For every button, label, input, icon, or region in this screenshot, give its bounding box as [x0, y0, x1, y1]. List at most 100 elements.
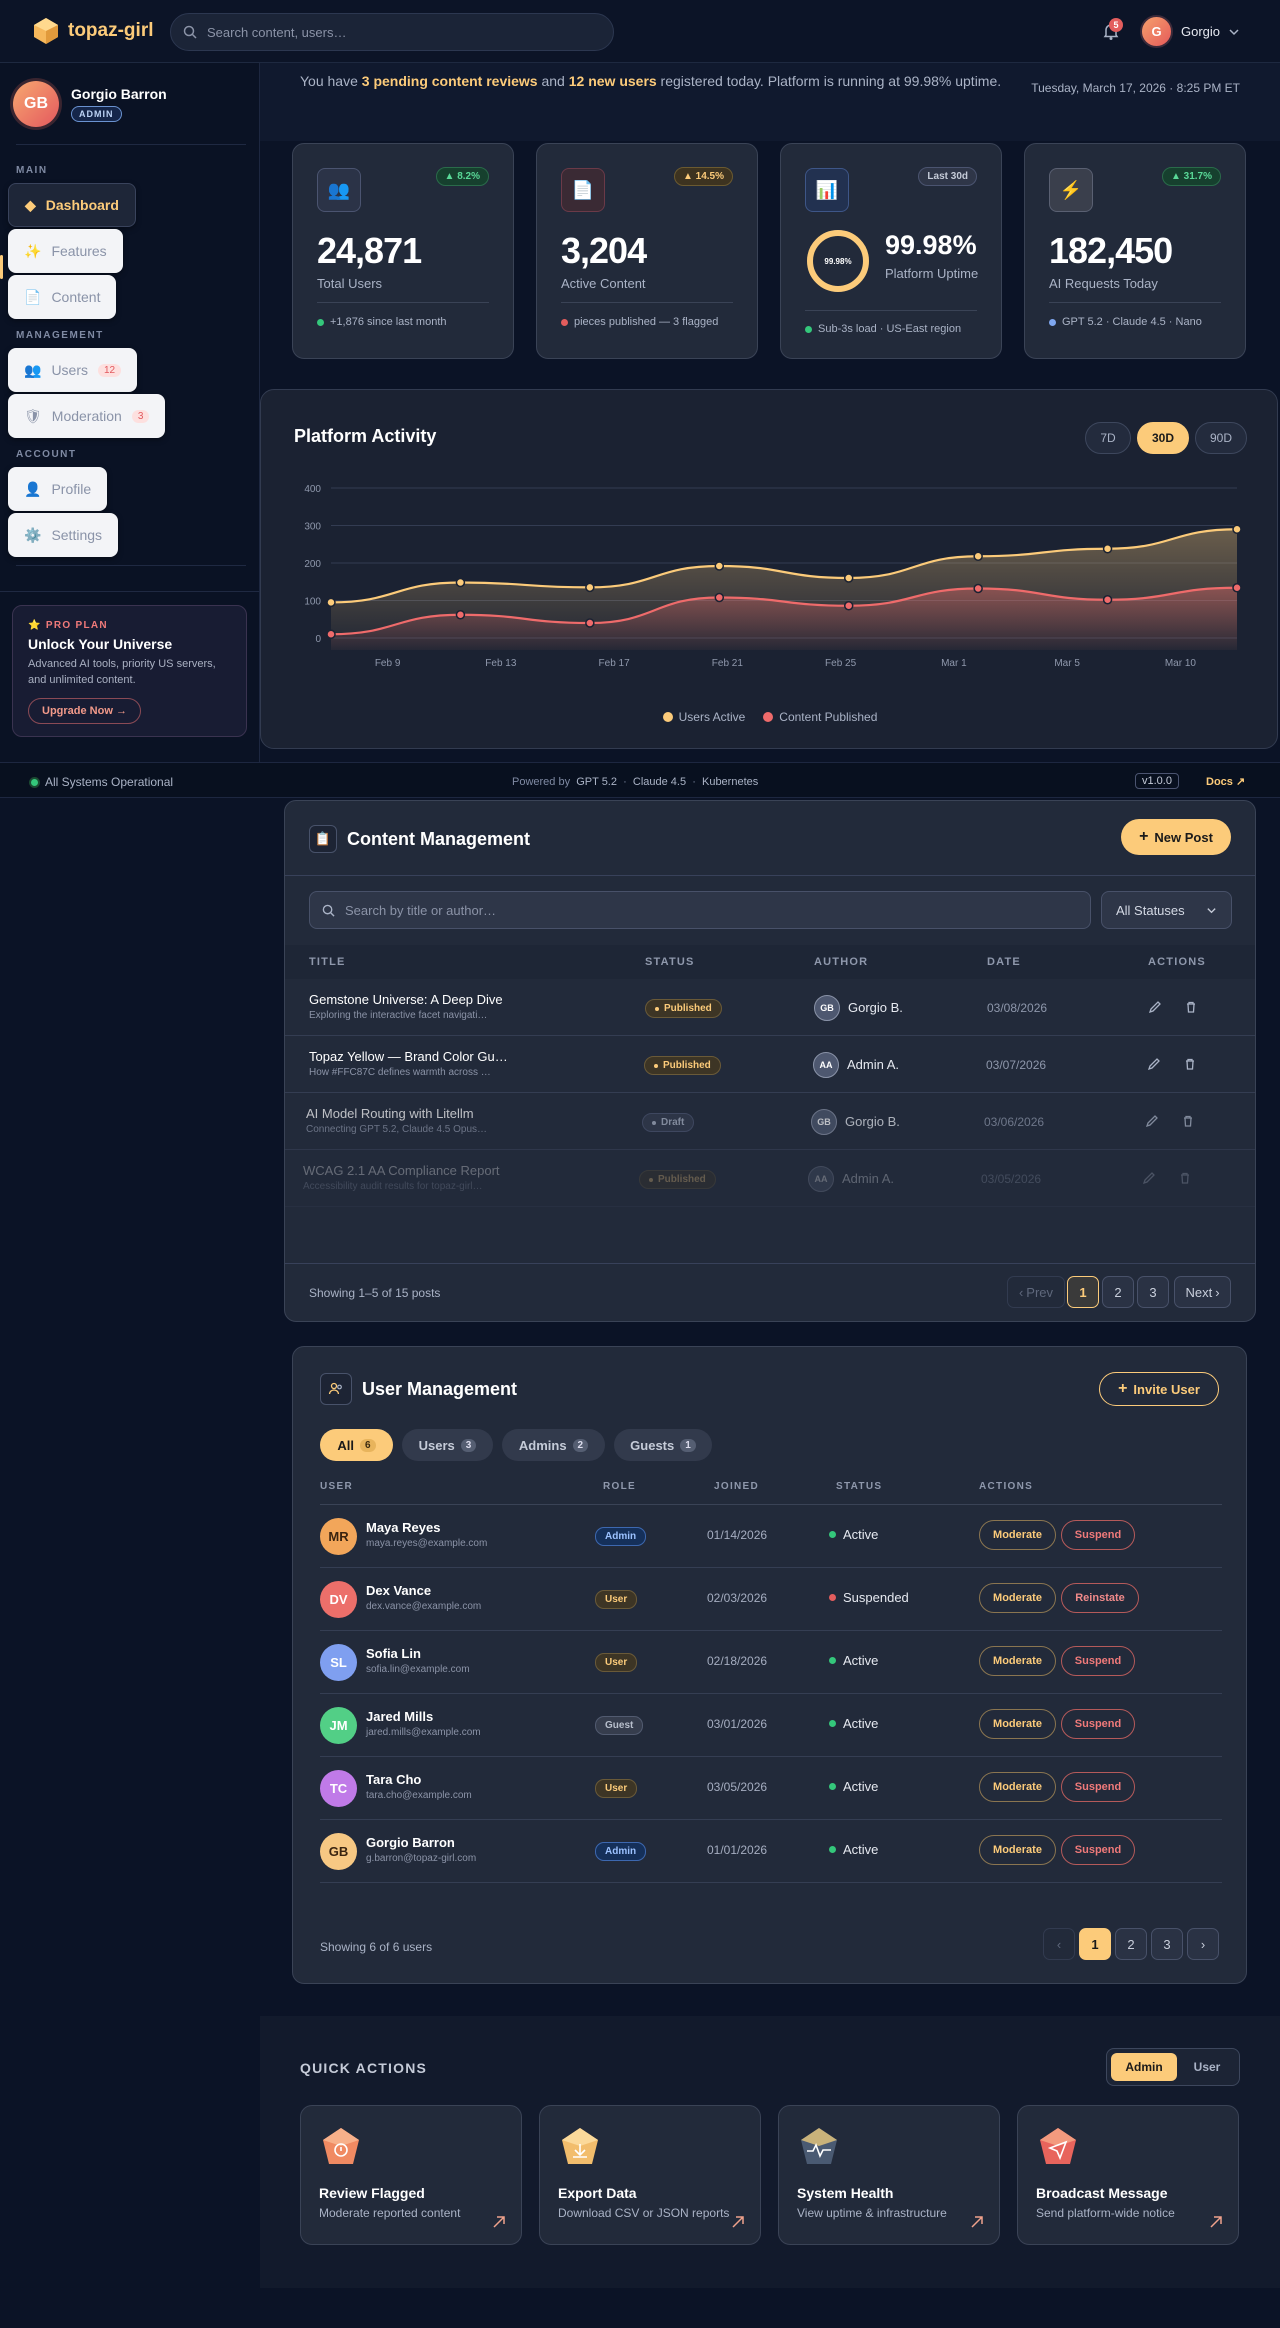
column-header[interactable]: ACTIONS [1148, 956, 1206, 968]
suspend-button[interactable]: Suspend [1061, 1709, 1135, 1739]
filter-tab-users[interactable]: Users 3 [402, 1429, 493, 1461]
page-button[interactable]: 1 [1079, 1928, 1111, 1960]
table-row[interactable]: JM Jared Mills jared.mills@example.com Gues… [320, 1694, 1222, 1757]
table-row[interactable]: DV Dex Vance dex.vance@example.com User 02/0… [320, 1568, 1222, 1631]
next-page-button[interactable]: Next › [1174, 1276, 1231, 1308]
quick-action-system-health[interactable]: System Health View uptime & infrastructu… [778, 2105, 1000, 2245]
post-title[interactable]: WCAG 2.1 AA Compliance Report [303, 1163, 500, 1178]
table-row[interactable]: TC Tara Cho tara.cho@example.com User 03/05/… [320, 1757, 1222, 1820]
page-button[interactable]: 3 [1137, 1276, 1169, 1308]
moderate-button[interactable]: Moderate [979, 1709, 1056, 1739]
quick-action-export-data[interactable]: Export Data Download CSV or JSON reports [539, 2105, 761, 2245]
user-name[interactable]: Gorgio Barron [366, 1835, 455, 1850]
range-90d-button[interactable]: 90D [1195, 422, 1247, 454]
filter-tab-guests[interactable]: Guests 1 [614, 1429, 712, 1461]
post-title[interactable]: Topaz Yellow — Brand Color Gu… [309, 1049, 508, 1064]
content-search[interactable] [309, 891, 1091, 929]
edit-icon[interactable] [1146, 1056, 1162, 1072]
trash-icon[interactable] [1180, 1113, 1196, 1129]
column-header[interactable]: AUTHOR [814, 956, 869, 968]
user-name[interactable]: Dex Vance [366, 1583, 432, 1598]
next-page-button[interactable]: › [1187, 1928, 1219, 1960]
moderate-button[interactable]: Moderate [979, 1646, 1056, 1676]
data-point [585, 618, 595, 628]
trash-icon[interactable] [1177, 1170, 1193, 1186]
sidebar-item-profile[interactable]: 👤 Profile [8, 467, 108, 511]
global-search[interactable] [170, 13, 614, 51]
prev-page-button[interactable]: ‹ [1043, 1928, 1075, 1960]
filter-tab-admins[interactable]: Admins 2 [502, 1429, 605, 1461]
column-header[interactable]: DATE [987, 956, 1021, 968]
suspend-button[interactable]: Suspend [1061, 1835, 1135, 1865]
filter-tab-all[interactable]: All 6 [320, 1429, 393, 1461]
table-row[interactable]: WCAG 2.1 AA Compliance Report Accessibil… [285, 1150, 1255, 1207]
stat-card-total-users[interactable]: 👥 ▲ 8.2% 24,871 Total Users +1,876 since… [292, 143, 514, 359]
sidebar-item-moderation[interactable]: 🛡 Moderation 3 [8, 394, 166, 438]
user-name[interactable]: Tara Cho [366, 1772, 422, 1787]
user-menu[interactable]: G Gorgio [1140, 15, 1240, 48]
content-search-input[interactable] [345, 902, 1045, 918]
table-row[interactable]: SL Sofia Lin sofia.lin@example.com User 02/1… [320, 1631, 1222, 1694]
user-name[interactable]: Maya Reyes [366, 1520, 441, 1535]
trash-icon[interactable] [1183, 999, 1199, 1015]
page-button[interactable]: 2 [1102, 1276, 1134, 1308]
legend-item[interactable]: Content Published [763, 710, 877, 724]
trash-icon[interactable] [1182, 1056, 1198, 1072]
range-7d-button[interactable]: 7D [1085, 422, 1131, 454]
table-row[interactable]: MR Maya Reyes maya.reyes@example.com Admin 0… [320, 1505, 1222, 1568]
table-row[interactable]: AI Model Routing with Litellm Connecting… [285, 1093, 1255, 1150]
document-icon: 📄 [24, 288, 42, 305]
sidebar-item-dashboard[interactable]: ◆ Dashboard [8, 183, 136, 227]
topaz-logo-icon[interactable] [32, 17, 60, 45]
pending-reviews-link[interactable]: 3 pending content reviews [361, 73, 538, 89]
moderate-button[interactable]: Moderate [979, 1520, 1056, 1550]
prev-page-button[interactable]: ‹ Prev [1007, 1276, 1065, 1308]
invite-user-button[interactable]: + Invite User [1099, 1372, 1219, 1406]
suspend-button[interactable]: Suspend [1061, 1772, 1135, 1802]
docs-link[interactable]: Docs ↗ [1206, 776, 1246, 788]
new-users-link[interactable]: 12 new users [568, 73, 657, 89]
quick-action-broadcast-message[interactable]: Broadcast Message Send platform-wide not… [1017, 2105, 1239, 2245]
legend-item[interactable]: Users Active [662, 710, 745, 724]
suspend-button[interactable]: Suspend [1061, 1520, 1135, 1550]
page-button[interactable]: 2 [1115, 1928, 1147, 1960]
table-row[interactable]: GB Gorgio Barron g.barron@topaz-girl.com Ad… [320, 1820, 1222, 1883]
moderate-button[interactable]: Moderate [979, 1835, 1056, 1865]
quick-action-review-flagged[interactable]: Review Flagged Moderate reported content [300, 2105, 522, 2245]
brand-name[interactable]: topaz-girl [68, 20, 154, 41]
post-title[interactable]: Gemstone Universe: A Deep Dive [309, 992, 503, 1007]
range-30d-button[interactable]: 30D [1137, 422, 1189, 454]
suspend-button[interactable]: Suspend [1061, 1646, 1135, 1676]
new-post-button[interactable]: + New Post [1121, 819, 1231, 855]
edit-icon[interactable] [1147, 999, 1163, 1015]
upgrade-button[interactable]: Upgrade Now → [28, 698, 141, 724]
table-row[interactable]: Topaz Yellow — Brand Color Gu… How #FFC8… [285, 1036, 1255, 1093]
post-title[interactable]: AI Model Routing with Litellm [306, 1106, 474, 1121]
user-name[interactable]: Jared Mills [366, 1709, 434, 1724]
column-header[interactable]: TITLE [309, 956, 346, 968]
sidebar-item-features[interactable]: ✨ Features [8, 229, 123, 273]
table-row[interactable]: Gemstone Universe: A Deep Dive Exploring… [285, 979, 1255, 1036]
sidebar-item-content[interactable]: 📄 Content [8, 275, 117, 319]
search-input[interactable] [207, 24, 587, 40]
stat-card-ai-requests[interactable]: ⚡ ▲ 31.7% 182,450 AI Requests Today GPT … [1024, 143, 1246, 359]
status-badge: Published [645, 999, 722, 1018]
page-button[interactable]: 1 [1067, 1276, 1099, 1308]
sidebar-item-settings[interactable]: ⚙️ Settings [8, 513, 119, 557]
user-name[interactable]: Sofia Lin [366, 1646, 421, 1661]
sidebar-profile[interactable]: GB Gorgio Barron ADMIN [13, 81, 167, 127]
edit-icon[interactable] [1141, 1170, 1157, 1186]
page-button[interactable]: 3 [1151, 1928, 1183, 1960]
stat-card-active-content[interactable]: 📄 ▲ 14.5% 3,204 Active Content pieces pu… [536, 143, 758, 359]
stat-card-uptime[interactable]: 📊 Last 30d 99.98% 99.98% Platform Uptime… [780, 143, 1002, 359]
moderate-button[interactable]: Moderate [979, 1772, 1056, 1802]
status-filter-select[interactable]: All Statuses [1101, 891, 1232, 929]
edit-icon[interactable] [1144, 1113, 1160, 1129]
column-header[interactable]: STATUS [645, 956, 695, 968]
user-status: Active [829, 1779, 878, 1794]
toggle-admin[interactable]: Admin [1111, 2053, 1177, 2081]
reinstate-button[interactable]: Reinstate [1061, 1583, 1139, 1613]
moderate-button[interactable]: Moderate [979, 1583, 1056, 1613]
sidebar-item-users[interactable]: 👥 Users 12 [8, 348, 138, 392]
toggle-user[interactable]: User [1193, 2060, 1221, 2074]
